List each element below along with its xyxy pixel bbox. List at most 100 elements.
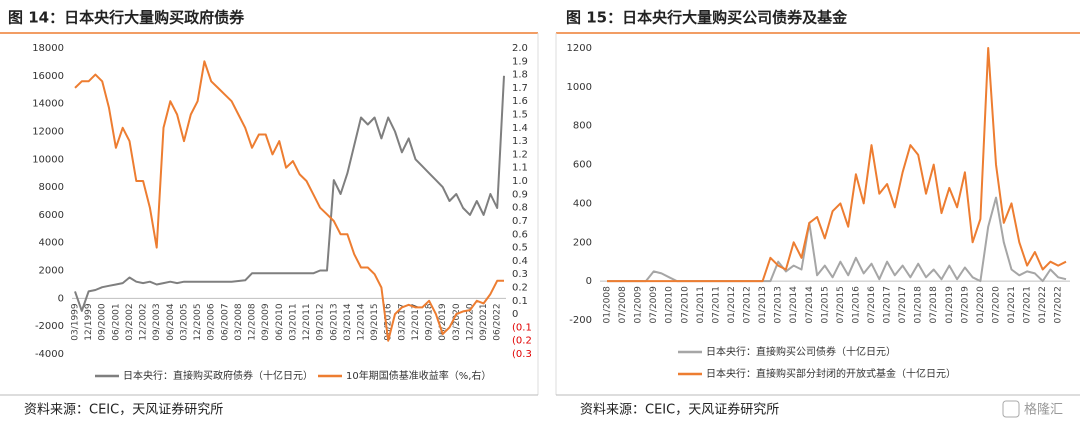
y2-tick-label: 1.5 — [512, 110, 528, 121]
x-tick-label: 06/2004 — [166, 303, 176, 341]
x-tick-label: 06/2001 — [111, 303, 121, 340]
series-line — [74, 75, 505, 312]
y-tick-label: 10000 — [32, 154, 64, 165]
x-tick-label: 07/2011 — [711, 286, 721, 323]
chart-title: 图 15：日本央行大量购买公司债券及基金 — [566, 9, 848, 27]
x-tick-label: 09/2000 — [98, 303, 108, 341]
y2-tick-label: 1.6 — [512, 96, 528, 107]
x-tick-label: 03/2011 — [288, 303, 298, 340]
x-tick-label: 12/2005 — [193, 303, 203, 340]
legend-label: 日本央行：直接购买政府债券（十亿日元） — [123, 369, 313, 382]
x-tick-label: 03/2017 — [397, 303, 407, 340]
y-tick-label: -2000 — [35, 321, 64, 332]
y-tick-label: 8000 — [39, 182, 64, 193]
x-tick-label: 12/2020 — [465, 303, 475, 341]
x-tick-label: 12/1999 — [84, 303, 94, 341]
y-tick-label: 1000 — [567, 82, 592, 93]
y-tick-label: 0 — [58, 293, 64, 304]
y2-tick-label: 0.2 — [512, 282, 528, 293]
y-tick-label: 800 — [573, 121, 592, 132]
legend-label: 日本央行：直接购买部分封闭的开放式基金（十亿日元） — [706, 367, 956, 380]
x-tick-label: 01/2016 — [851, 286, 861, 324]
x-tick-label: 07/2009 — [649, 286, 659, 324]
x-tick-label: 12/2014 — [357, 303, 367, 341]
y2-tick-label: 1.7 — [512, 83, 528, 94]
x-tick-label: 01/2012 — [727, 286, 737, 323]
y2-tick-label: 0.8 — [512, 203, 528, 214]
legend-label: 日本央行：直接购买公司债券（十亿日元） — [706, 345, 896, 358]
watermark-icon — [1002, 400, 1020, 418]
y2-tick-label: 1.0 — [512, 176, 528, 187]
x-tick-label: 03/2008 — [234, 303, 244, 341]
x-tick-label: 12/2002 — [139, 303, 149, 340]
y-tick-label: 4000 — [39, 238, 64, 249]
x-tick-label: 09/2009 — [261, 303, 271, 341]
y-tick-label: 2000 — [39, 266, 64, 277]
x-tick-label: 06/2010 — [275, 303, 285, 341]
x-tick-label: 07/2017 — [898, 286, 908, 323]
y-tick-label: 16000 — [32, 71, 64, 82]
x-tick-label: 06/2019 — [438, 303, 448, 341]
y-tick-label: 12000 — [32, 126, 64, 137]
y-tick-label: 600 — [573, 160, 592, 171]
x-tick-label: 06/2016 — [384, 303, 394, 341]
x-tick-label: 07/2012 — [743, 286, 753, 323]
x-tick-label: 01/2022 — [1038, 286, 1048, 323]
y2-tick-label: 1.3 — [512, 136, 528, 147]
x-tick-label: 07/2018 — [929, 286, 939, 324]
x-tick-label: 01/2008 — [603, 286, 613, 324]
x-tick-label: 01/2018 — [914, 286, 924, 324]
y2-tick-label: 0.1 — [512, 296, 528, 307]
source: 资料来源：CEIC，天风证券研究所 — [24, 402, 223, 418]
x-tick-label: 01/2017 — [883, 286, 893, 323]
x-tick-label: 07/2020 — [991, 286, 1001, 324]
x-tick-label: 07/2008 — [618, 286, 628, 324]
y2-tick-label: 0.9 — [512, 189, 528, 200]
x-tick-label: 12/2011 — [302, 303, 312, 340]
x-tick-label: 01/2013 — [758, 286, 768, 323]
x-tick-label: 09/2012 — [316, 303, 326, 340]
x-tick-label: 07/2021 — [1023, 286, 1033, 323]
x-tick-label: 01/2014 — [789, 286, 799, 324]
y2-tick-label: 0.7 — [512, 216, 528, 227]
legend-label: 10年期国债基准收益率（%,右） — [346, 369, 491, 382]
y-tick-label: 0 — [586, 276, 592, 287]
x-tick-label: 06/2013 — [329, 303, 339, 340]
x-tick-label: 07/2014 — [805, 286, 815, 324]
x-tick-label: 01/2010 — [665, 286, 675, 324]
y2-tick-label: (0.2 — [512, 336, 532, 347]
y2-tick-label: 2.0 — [512, 43, 528, 54]
x-tick-label: 07/2022 — [1054, 286, 1064, 323]
y2-tick-label: 0.6 — [512, 229, 528, 240]
series-line — [607, 196, 1067, 283]
x-tick-label: 03/2014 — [343, 303, 353, 341]
y-tick-label: 1200 — [567, 43, 592, 54]
x-tick-label: 07/2016 — [867, 286, 877, 324]
x-tick-label: 12/2008 — [248, 303, 258, 341]
x-tick-label: 06/2007 — [220, 303, 230, 340]
x-tick-label: 01/2011 — [696, 286, 706, 323]
source: 资料来源：CEIC，天风证券研究所 — [580, 402, 779, 418]
y2-tick-label: 1.9 — [512, 56, 528, 67]
x-tick-label: 01/2020 — [976, 286, 986, 324]
x-tick-label: 01/2021 — [1007, 286, 1017, 323]
x-tick-label: 03/2002 — [125, 303, 135, 340]
x-tick-label: 07/2010 — [680, 286, 690, 324]
y-tick-label: 18000 — [32, 43, 64, 54]
x-tick-label: 01/2009 — [634, 286, 644, 324]
x-tick-label: 12/2017 — [411, 303, 421, 340]
y2-tick-label: 1.4 — [512, 123, 528, 134]
x-tick-label: 07/2019 — [960, 286, 970, 324]
x-tick-label: 09/2006 — [207, 303, 217, 341]
y2-tick-label: 0.3 — [512, 269, 528, 280]
y2-tick-label: 0 — [512, 309, 518, 320]
series-line — [74, 60, 504, 342]
x-tick-label: 07/2013 — [774, 286, 784, 323]
y-tick-label: 6000 — [39, 210, 64, 221]
x-tick-label: 09/2003 — [152, 303, 162, 340]
y2-tick-label: 1.2 — [512, 149, 528, 160]
y2-tick-label: (0.3 — [512, 349, 532, 360]
y-tick-label: 200 — [573, 237, 592, 248]
y-tick-label: -200 — [569, 315, 592, 326]
x-tick-label: 01/2015 — [820, 286, 830, 323]
